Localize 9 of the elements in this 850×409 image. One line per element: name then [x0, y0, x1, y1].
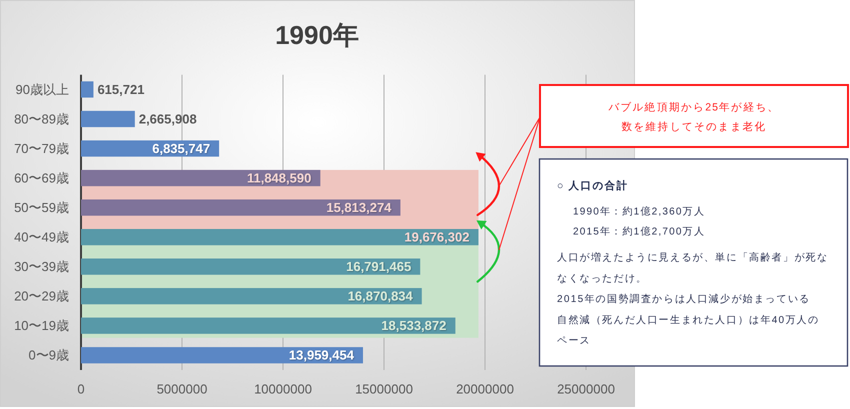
annotation: 2015年：約1億2,700万人	[573, 226, 706, 238]
annotation: 数を維持してそのまま老化	[621, 120, 767, 133]
annotation: バブル絶頂期から25年が経ち、	[608, 101, 780, 114]
annotation: 自然減（死んだ人口ー生まれた人口）は年40万人のペース	[557, 314, 820, 347]
annotation: 1990年：約1億2,360万人	[573, 206, 706, 218]
annotation: 2015年の国勢調査からは人口減少が始まっている	[557, 294, 810, 306]
annotation: ○ 人口の合計	[557, 180, 628, 192]
annotation: 人口が増えたように見えるが、単に「高齢者」が死ななくなっただけ。	[557, 252, 828, 284]
title: 1990年	[275, 20, 359, 50]
